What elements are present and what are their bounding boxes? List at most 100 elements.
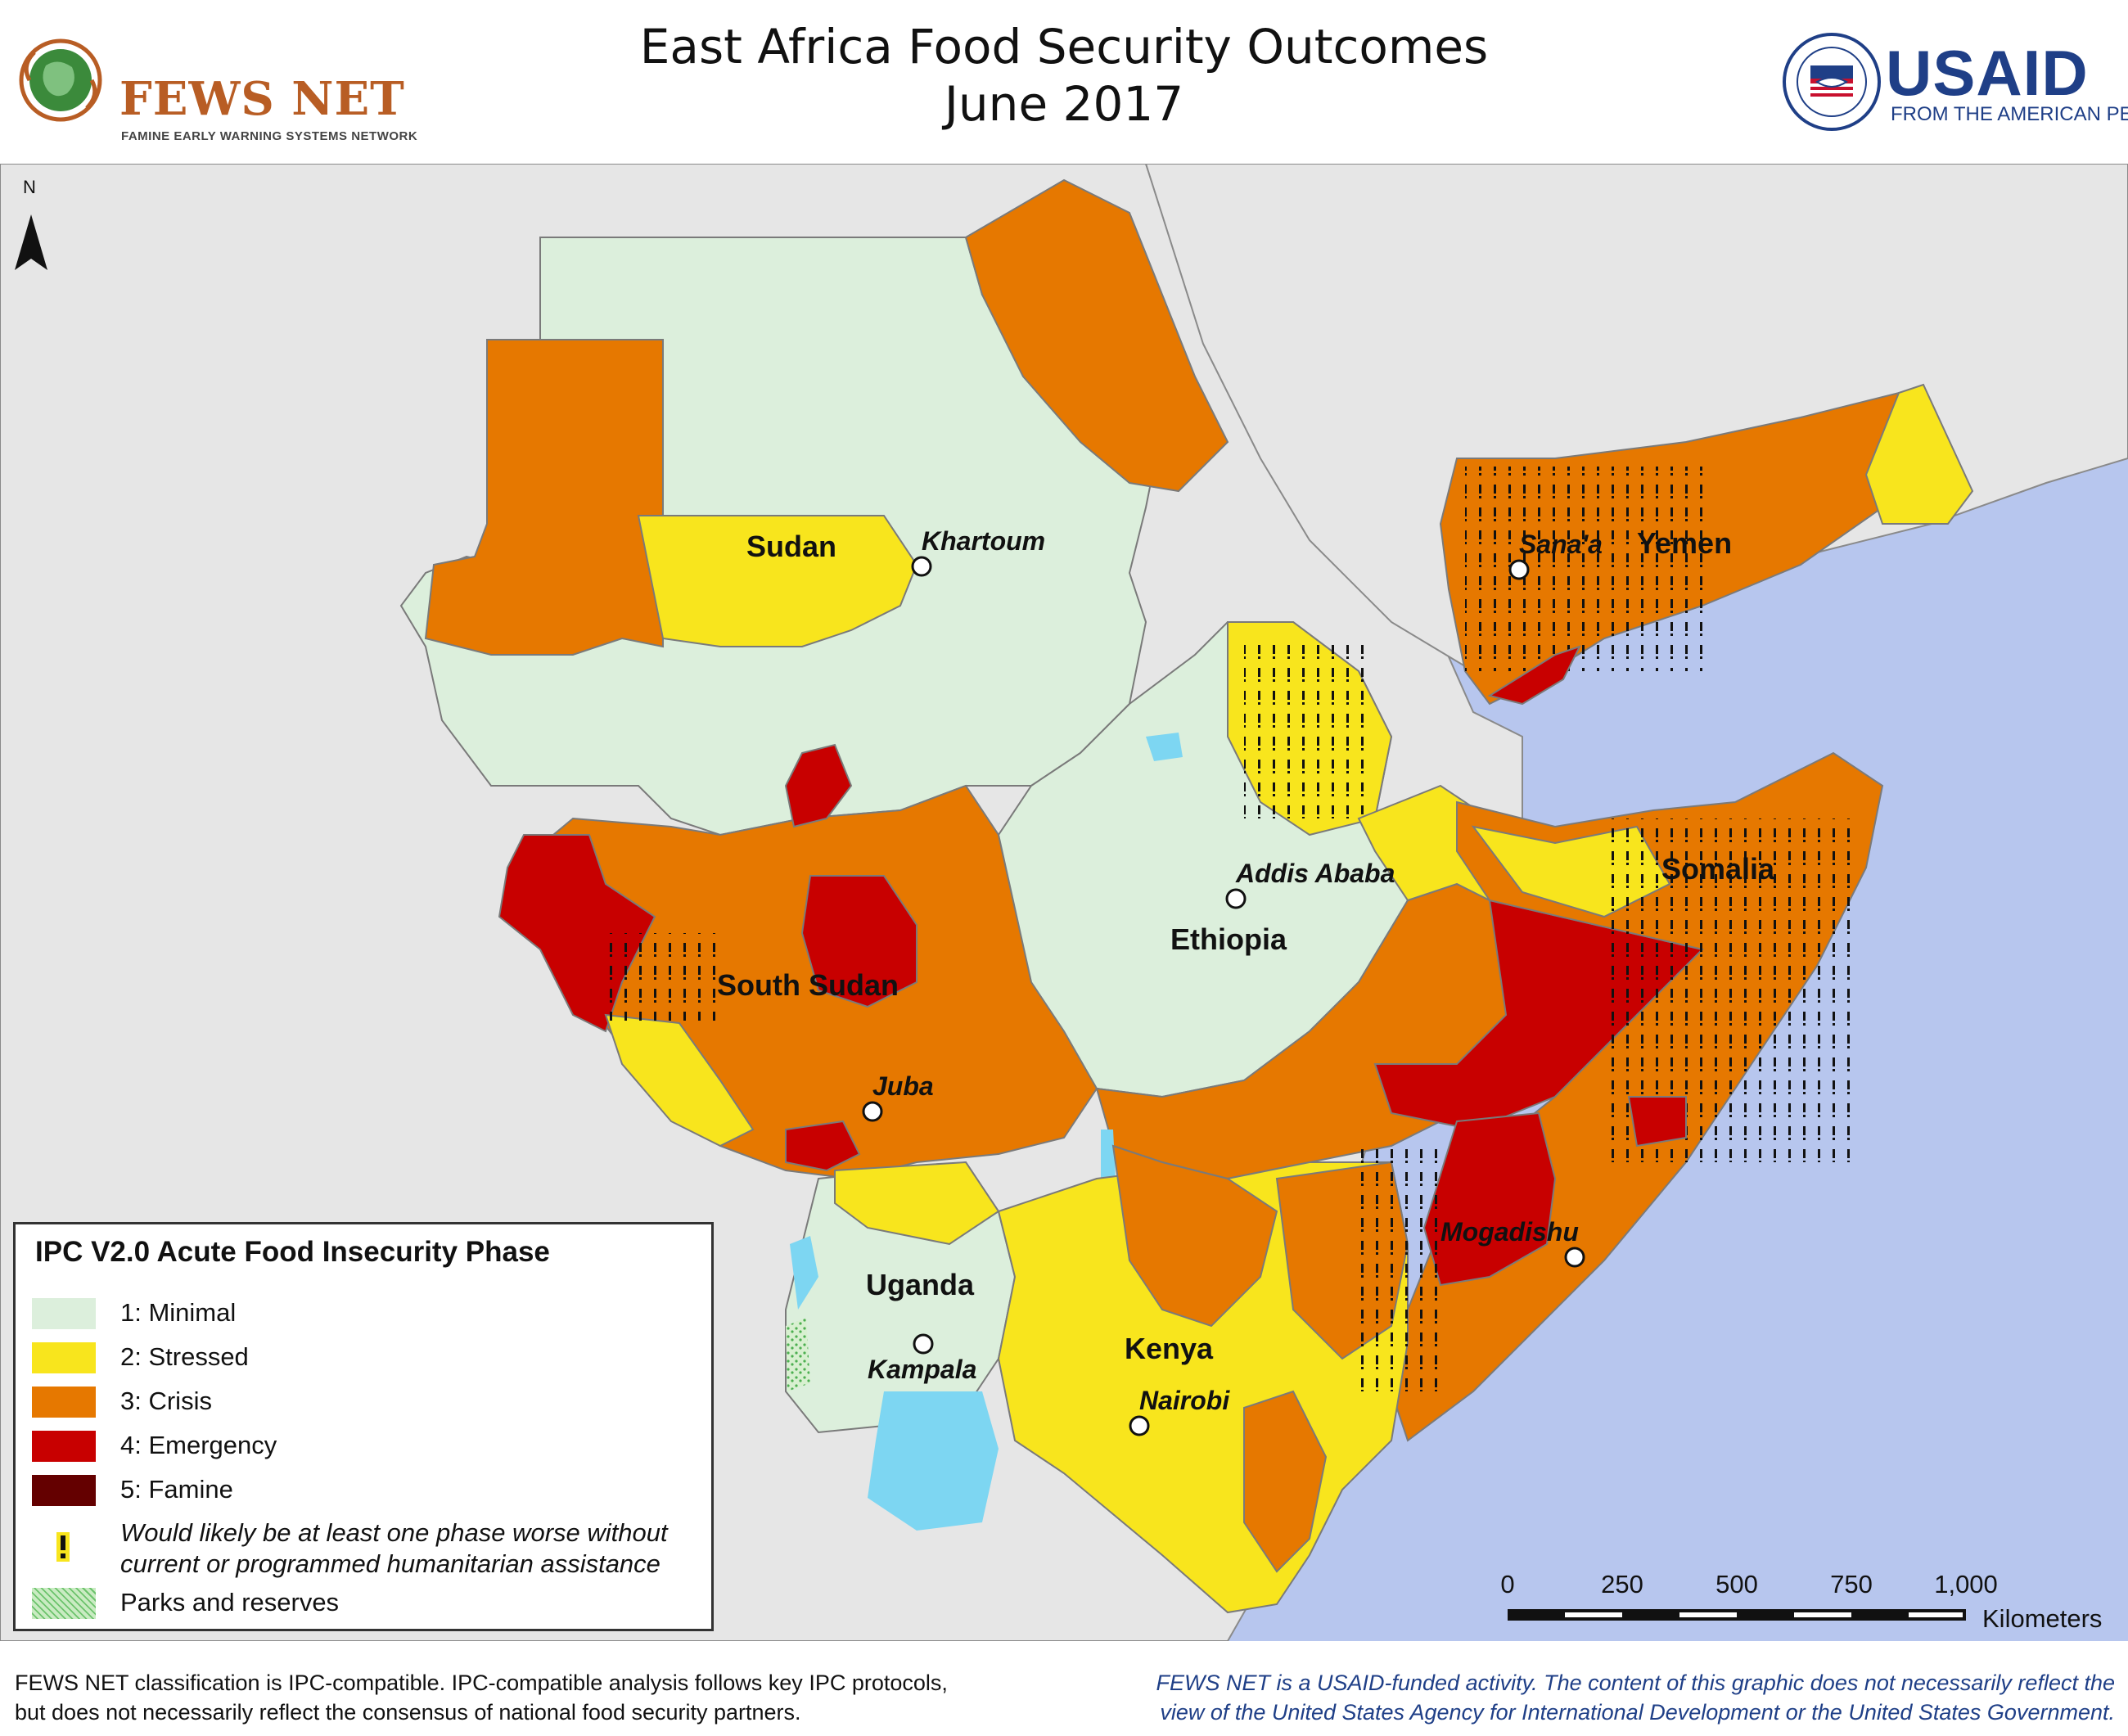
region-ss-emergency-unity — [800, 875, 917, 1008]
legend-item-stressed: 2: Stressed — [32, 1339, 703, 1377]
label-khartoum: Khartoum — [922, 526, 1045, 556]
legend-swatch — [32, 1342, 96, 1373]
region-yemen-assistance-hatch — [1465, 467, 1702, 671]
legend-label-assistance: Would likely be at least one phase worse… — [120, 1517, 668, 1580]
label-sanaa: Sana'a — [1519, 530, 1603, 559]
legend-swatch — [32, 1387, 96, 1418]
legend-label: 1: Minimal — [120, 1298, 237, 1327]
region-sudan-stressed — [637, 515, 918, 647]
legend-swatch — [32, 1298, 96, 1329]
footer-usaid-disclaimer: FEWS NET is a USAID-funded activity. The… — [1107, 1668, 2115, 1727]
label-uganda: Uganda — [866, 1268, 975, 1301]
label-south-sudan: South Sudan — [717, 968, 899, 1002]
usaid-seal-icon — [1783, 33, 1881, 131]
scale-tick: 750 — [1830, 1570, 1873, 1598]
footer-right-line2: view of the United States Agency for Int… — [1160, 1700, 2115, 1725]
city-kampala: Kampala — [868, 1333, 976, 1384]
fews-net-logo: FEWS NET FAMINE EARLY WARNING SYSTEMS NE… — [13, 33, 417, 143]
usaid-wordmark: USAID — [1886, 37, 2089, 109]
scale-tick: 1,000 — [1934, 1570, 1998, 1598]
legend-label: 3: Crisis — [120, 1387, 212, 1415]
region-ss-assistance-hatch — [606, 933, 720, 1023]
legend-item-parks: Parks and reserves — [32, 1585, 703, 1622]
city-mogadishu: Mogadishu — [1440, 1217, 1585, 1268]
label-juba: Juba — [872, 1071, 934, 1101]
label-addis-ababa: Addis Ababa — [1235, 859, 1395, 888]
capital-star-icon — [1225, 888, 1247, 909]
map-title-line2: June 2017 — [944, 76, 1184, 132]
label-mogadishu: Mogadishu — [1440, 1217, 1579, 1247]
assistance-note-line1: Would likely be at least one phase worse… — [120, 1518, 668, 1547]
region-somalia-emergency-bay — [1627, 1096, 1687, 1148]
map-title-line1: East Africa Food Security Outcomes — [639, 19, 1489, 74]
label-kampala: Kampala — [868, 1355, 976, 1384]
region-yemen-stressed-east — [1864, 383, 1974, 525]
label-sudan: Sudan — [746, 530, 836, 563]
footer-ipc-note: FEWS NET classification is IPC-compatibl… — [15, 1668, 1030, 1727]
label-kenya: Kenya — [1125, 1332, 1214, 1365]
capital-star-icon — [1564, 1247, 1585, 1268]
city-nairobi: Nairobi — [1129, 1386, 1230, 1436]
north-arrow-label: N — [23, 177, 36, 197]
scale-bar-graphic — [1508, 1609, 1966, 1621]
legend-title: IPC V2.0 Acute Food Insecurity Phase — [35, 1236, 550, 1268]
lake-tana — [1146, 733, 1183, 761]
region-uganda-stressed-north — [834, 1161, 1000, 1246]
legend-item-assistance: Would likely be at least one phase worse… — [32, 1518, 703, 1589]
lake-victoria — [868, 1391, 999, 1531]
city-addis-ababa: Addis Ababa — [1225, 859, 1395, 909]
region-kenya-crisis-north — [1111, 1144, 1278, 1328]
legend-swatch — [32, 1588, 96, 1619]
region-kenya-assistance-hatch — [1359, 1146, 1440, 1391]
legend-label: 4: Emergency — [120, 1431, 277, 1459]
capital-star-icon — [1508, 559, 1530, 580]
region-ss-emergency-north — [784, 743, 853, 828]
lake-albert — [790, 1236, 818, 1310]
capital-star-icon — [862, 1101, 883, 1122]
scale-tick: 500 — [1715, 1570, 1758, 1598]
scale-unit: Kilometers — [1982, 1604, 2103, 1633]
region-kenya-crisis-coast — [1243, 1390, 1328, 1573]
assistance-note-line2: current or programmed humanitarian assis… — [120, 1549, 660, 1578]
footer: FEWS NET classification is IPC-compatibl… — [0, 1644, 2128, 1736]
legend: IPC V2.0 Acute Food Insecurity Phase 1: … — [13, 1222, 714, 1631]
region-ss-stressed-south — [604, 1013, 755, 1148]
north-arrow: N — [15, 177, 47, 270]
fews-net-tagline: FAMINE EARLY WARNING SYSTEMS NETWORK — [121, 129, 418, 143]
scale-bar: 0 250 500 750 1,000 Kilometers — [1490, 1563, 2112, 1633]
city-juba: Juba — [862, 1071, 934, 1122]
region-uganda-parks — [786, 1318, 810, 1391]
region-ethiopia-assistance-hatch — [1244, 638, 1375, 818]
usaid-logo: USAID FROM THE AMERICAN PEOPLE — [1781, 31, 2128, 138]
legend-item-emergency: 4: Emergency — [32, 1427, 703, 1465]
capital-star-icon — [911, 556, 932, 577]
label-somalia: Somalia — [1661, 852, 1775, 886]
footer-right-line1: FEWS NET is a USAID-funded activity. The… — [1156, 1671, 2115, 1695]
legend-label: 2: Stressed — [120, 1342, 249, 1371]
region-yemen-emergency-taiz — [1487, 645, 1581, 706]
fews-net-wordmark: FEWS NET — [119, 72, 405, 126]
region-ss-emergency-juba — [785, 1120, 861, 1172]
city-khartoum: Khartoum — [911, 526, 1045, 577]
exclamation-icon — [56, 1532, 70, 1562]
north-arrow-icon — [15, 214, 47, 270]
legend-item-minimal: 1: Minimal — [32, 1295, 703, 1332]
capital-star-icon — [913, 1333, 934, 1355]
label-yemen: Yemen — [1637, 526, 1732, 560]
city-sanaa: Sana'a — [1508, 530, 1603, 580]
map-title: East Africa Food Security Outcomes June … — [0, 18, 2128, 133]
legend-label: Parks and reserves — [120, 1588, 340, 1617]
region-red-sea-crisis — [964, 178, 1229, 493]
scale-tick: 0 — [1500, 1570, 1515, 1598]
legend-item-famine: 5: Famine — [32, 1472, 703, 1509]
label-nairobi: Nairobi — [1139, 1386, 1230, 1415]
legend-swatch — [32, 1475, 96, 1506]
footer-left-line1: FEWS NET classification is IPC-compatibl… — [15, 1671, 948, 1695]
capital-star-icon — [1129, 1415, 1150, 1436]
footer-left-line2: but does not necessarily reflect the con… — [15, 1700, 801, 1725]
legend-item-crisis: 3: Crisis — [32, 1383, 703, 1421]
legend-swatch — [32, 1531, 96, 1562]
header: FEWS NET FAMINE EARLY WARNING SYSTEMS NE… — [0, 0, 2128, 164]
label-ethiopia: Ethiopia — [1170, 922, 1287, 956]
legend-swatch — [32, 1431, 96, 1462]
